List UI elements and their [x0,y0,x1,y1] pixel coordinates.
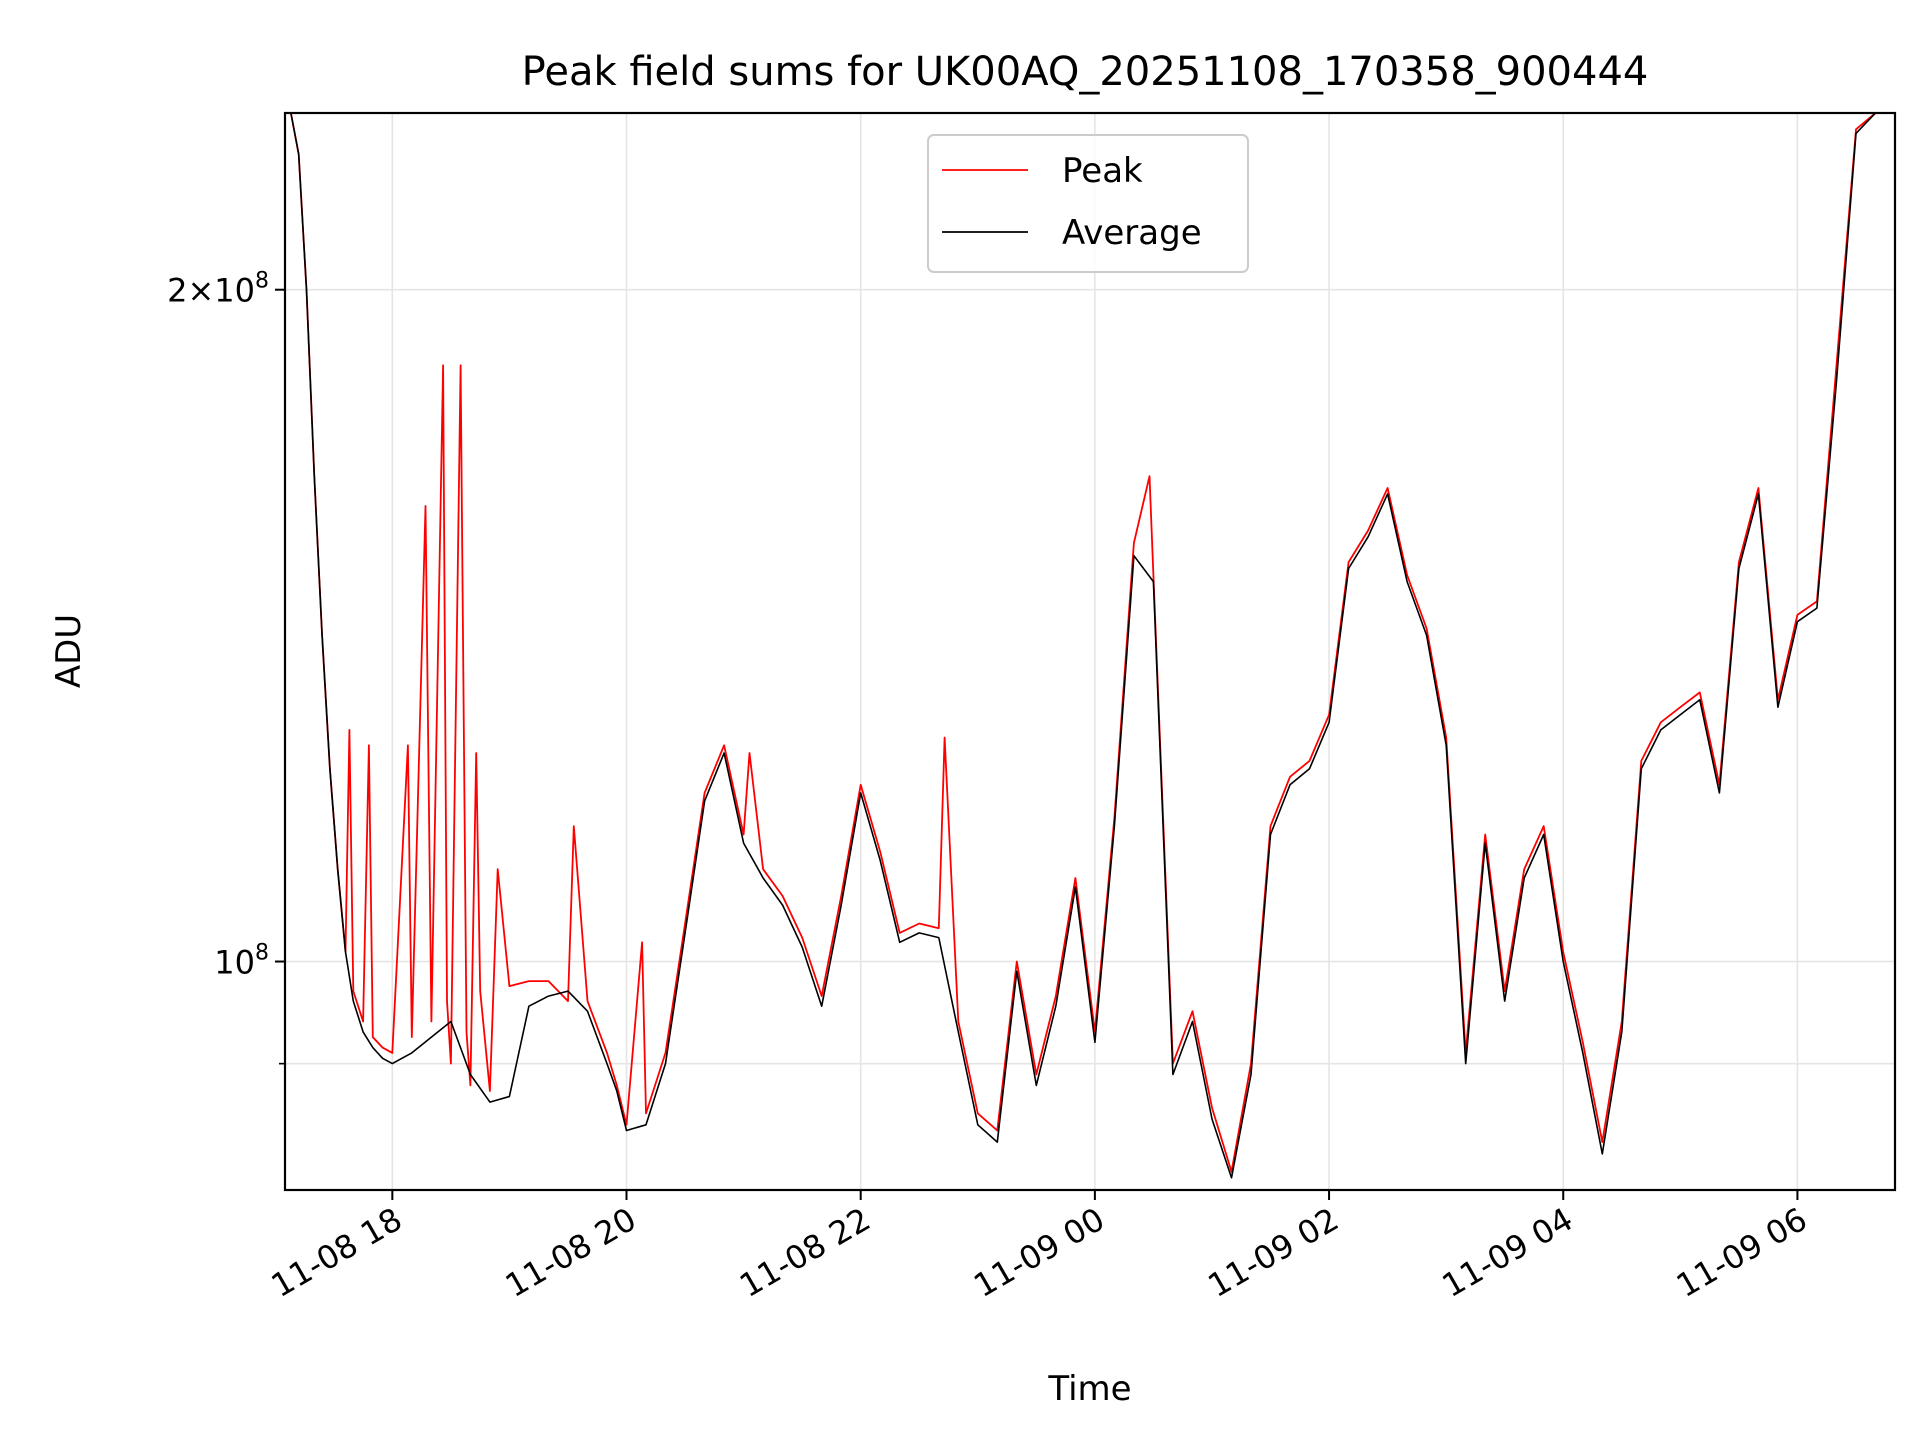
legend-label-peak: Peak [1062,151,1143,191]
axis-ticks: 11-08 18 11-08 20 11-08 22 11-09 00 11-09 02… [167,269,1813,1305]
chart-title: Peak field sums for UK00AQ_20251108_1703… [522,49,1649,95]
y-tick-label: 108 [214,941,269,982]
x-tick-label: 11-09 06 [1670,1200,1814,1305]
x-tick-label: 11-09 04 [1436,1200,1580,1305]
gridlines [285,113,1895,1190]
series-line-peak [290,113,1886,1173]
x-tick-label: 11-08 22 [733,1200,877,1305]
x-tick-label: 11-08 18 [265,1200,409,1305]
x-axis-label: Time [1047,1369,1131,1409]
legend-label-average: Average [1062,213,1202,253]
plot-frame [283,111,1897,1192]
x-tick-label: 11-08 20 [499,1200,643,1305]
series-lines [290,113,1886,1179]
y-tick-label: 2×108 [167,269,269,310]
series-line-average [290,113,1886,1179]
y-axis-label: ADU [49,614,89,688]
x-tick-label: 11-09 00 [967,1200,1111,1305]
legend: Peak Average [927,134,1249,273]
x-tick-label: 11-09 02 [1201,1200,1345,1305]
